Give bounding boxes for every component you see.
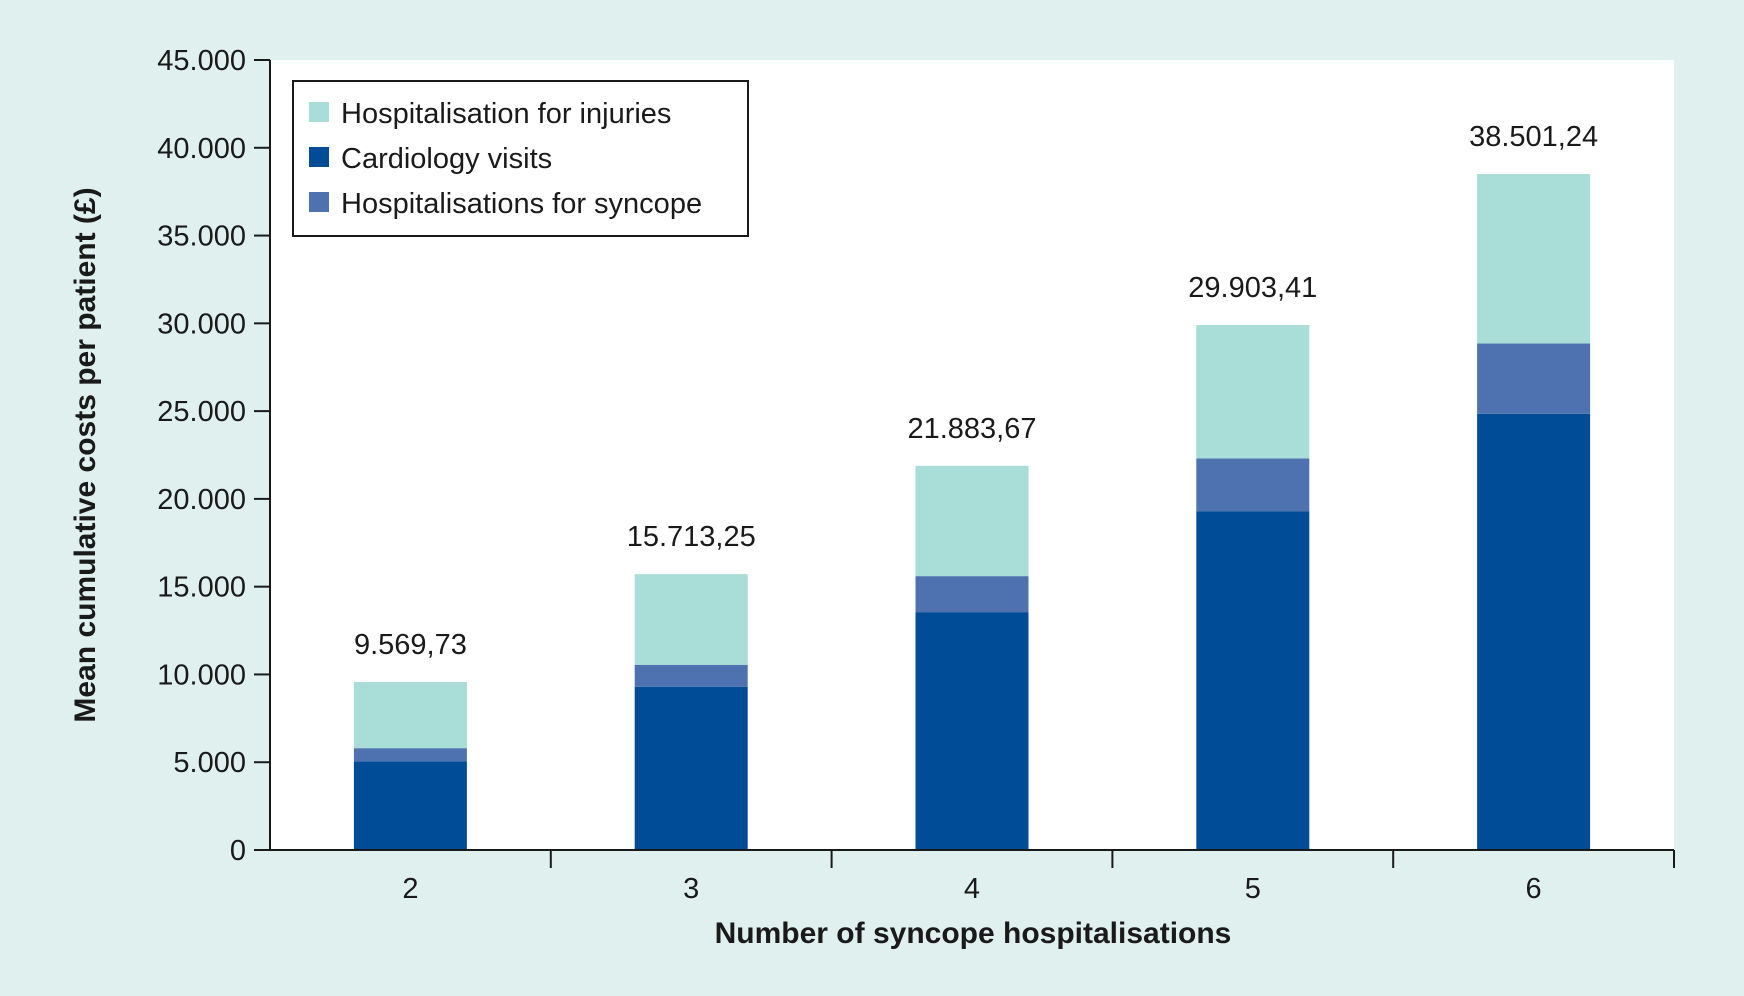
legend-box: [292, 80, 749, 237]
y-tick-label: 15.000: [157, 572, 246, 604]
bar-hospitalisation-for-injuries: [1196, 325, 1310, 459]
bar-total-label: 9.569,73: [354, 629, 467, 661]
legend-label: Hospitalisations for syncope: [341, 188, 702, 220]
y-tick-label: 25.000: [157, 396, 246, 428]
legend: Hospitalisation for injuries Cardiology v…: [292, 80, 749, 237]
y-tick-label: 40.000: [157, 133, 246, 165]
legend-swatch-cardiology-visits: [309, 147, 329, 167]
x-tick-label: 2: [402, 873, 418, 905]
bar-hospitalisation-for-injuries: [353, 681, 467, 749]
x-tick-label: 5: [1245, 873, 1261, 905]
bar-hospitalisations-for-syncope: [634, 664, 748, 687]
bar-cardiology-visits: [634, 686, 748, 850]
bar-hospitalisations-for-syncope: [353, 748, 467, 762]
bar-hospitalisation-for-injuries: [915, 465, 1029, 577]
bar-total-label: 15.713,25: [627, 521, 756, 553]
bar-hospitalisation-for-injuries: [634, 574, 748, 665]
y-tick-label: 20.000: [157, 484, 246, 516]
x-tick-label: 3: [683, 873, 699, 905]
bar-total-label: 29.903,41: [1188, 272, 1317, 304]
x-axis: 2 3 4 5 6: [255, 849, 1675, 905]
bar-hospitalisations-for-syncope: [1196, 458, 1310, 512]
y-tick-label: 35.000: [157, 221, 246, 253]
y-tick-label: 30.000: [157, 308, 246, 340]
bar-total-label: 21.883,67: [907, 413, 1036, 445]
bars-group: [353, 174, 1591, 850]
bar-hospitalisations-for-syncope: [915, 576, 1029, 613]
y-tick-label: 10.000: [157, 659, 246, 691]
x-tick-label: 4: [964, 873, 980, 905]
bar-hospitalisation-for-injuries: [1477, 174, 1591, 344]
legend-swatch-hospitalisations-for-syncope: [309, 192, 329, 212]
x-tick-label: 6: [1526, 873, 1542, 905]
bar-cardiology-visits: [915, 612, 1029, 850]
bar-cardiology-visits: [1196, 511, 1310, 850]
total-labels-group: 9.569,73 15.713,25 21.883,67 29.903,41 38.50…: [354, 121, 1598, 661]
legend-swatch-hospitalisation-for-injuries: [309, 102, 329, 122]
y-tick-label: 45.000: [157, 45, 246, 77]
y-axis-title: Mean cumulative costs per patient (£): [69, 187, 102, 722]
bar-total-label: 38.501,24: [1469, 121, 1598, 153]
bar-hospitalisations-for-syncope: [1477, 343, 1591, 414]
y-axis: 0 5.000 10.000 15.000 20.000 25.000 30.000 35.0…: [157, 45, 271, 867]
bar-cardiology-visits: [1477, 413, 1591, 850]
legend-label: Cardiology visits: [341, 143, 552, 175]
bar-cardiology-visits: [353, 761, 467, 850]
x-axis-title: Number of syncope hospitalisations: [715, 917, 1232, 950]
y-tick-label: 0: [230, 835, 246, 867]
legend-label: Hospitalisation for injuries: [341, 98, 671, 130]
y-tick-label: 5.000: [173, 747, 246, 779]
